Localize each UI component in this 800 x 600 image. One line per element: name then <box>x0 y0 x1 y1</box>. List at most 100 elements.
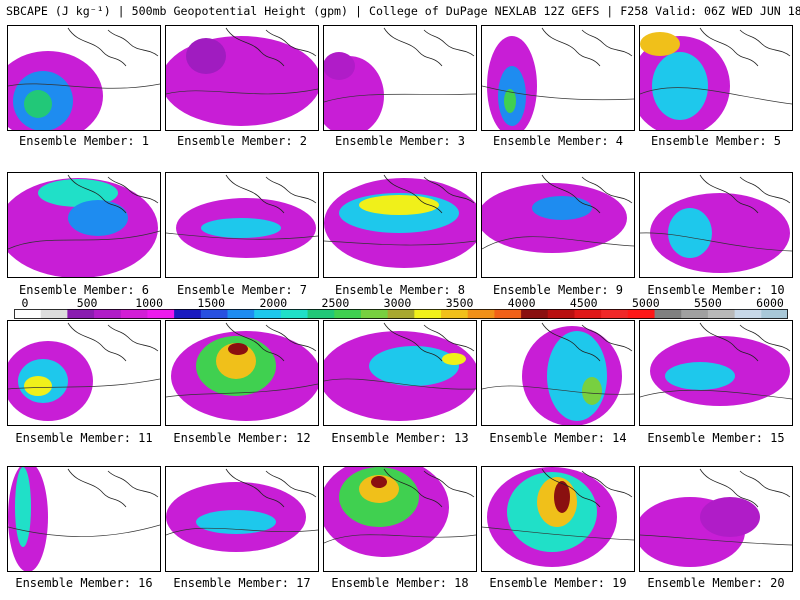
colorbar-tick-label: 6000 <box>756 296 784 310</box>
ensemble-map-panel <box>165 320 319 426</box>
ensemble-map-panel <box>7 466 161 572</box>
cape-field-map <box>8 174 160 277</box>
cape-contour <box>582 377 602 405</box>
ensemble-map-panel <box>323 320 477 426</box>
ensemble-map-panel <box>323 172 477 278</box>
height-contour <box>324 378 476 390</box>
coastline <box>67 468 159 508</box>
colorbar-swatch <box>521 309 549 319</box>
colorbar-swatch <box>120 309 148 319</box>
colorbar-swatch <box>174 309 202 319</box>
cape-field-map <box>166 322 318 421</box>
cape-contour <box>547 331 607 421</box>
ensemble-member-label: Ensemble Member: 13 <box>331 431 469 445</box>
ensemble-map-panel <box>481 320 635 426</box>
coastline <box>225 322 317 362</box>
colorbar-swatch <box>734 309 762 319</box>
cape-field-map <box>166 468 318 552</box>
coastline <box>699 322 791 362</box>
cape-contour <box>640 32 680 56</box>
height-contour <box>8 83 160 89</box>
colorbar-swatch <box>574 309 602 319</box>
ensemble-member-label: Ensemble Member: 20 <box>647 576 785 590</box>
ensemble-member-label: Ensemble Member: 17 <box>173 576 311 590</box>
cape-field-map <box>8 322 160 421</box>
coastline <box>383 322 475 362</box>
height-contour <box>640 389 792 400</box>
ensemble-member-label: Ensemble Member: 7 <box>176 283 308 297</box>
cape-field-map <box>482 467 634 567</box>
colorbar-swatch <box>200 309 229 319</box>
cape-contour <box>68 200 128 236</box>
colorbar-swatch <box>627 309 656 319</box>
height-contour <box>8 524 160 537</box>
cape-field-map <box>166 174 318 258</box>
colorbar-tick-label: 2500 <box>321 296 350 310</box>
coastline <box>383 468 475 508</box>
cape-contour <box>24 376 52 396</box>
cape-contour <box>359 195 439 215</box>
height-contour <box>166 232 318 240</box>
cape-field-map <box>324 27 476 130</box>
colorbar-swatch <box>494 309 522 319</box>
colorbar-swatch <box>441 309 469 319</box>
cape-field-map <box>640 27 792 130</box>
colorbar-tick-label: 4500 <box>569 296 598 310</box>
cape-field-map <box>640 322 792 406</box>
colorbar-swatch <box>654 309 682 319</box>
ensemble-map-panel <box>481 172 635 278</box>
cape-contour <box>324 52 355 80</box>
ensemble-map-panel <box>7 172 161 278</box>
colorbar-tick-label: 4000 <box>507 296 536 310</box>
cape-contour <box>24 90 52 118</box>
colorbar-swatch <box>40 309 68 319</box>
coastline <box>225 468 317 508</box>
colorbar-swatch <box>307 309 335 319</box>
cape-contour <box>369 346 459 386</box>
colorbar-swatch <box>254 309 282 319</box>
ensemble-map-panel <box>639 320 793 426</box>
colorbar-tick-label: 1500 <box>197 296 226 310</box>
height-contour <box>324 240 476 246</box>
height-contour <box>166 88 318 95</box>
cape-field-map <box>8 467 160 571</box>
coastline <box>67 27 159 67</box>
cape-contour <box>652 52 708 120</box>
ensemble-map-panel <box>165 25 319 131</box>
cape-contour <box>186 38 226 74</box>
sbcape-colorbar <box>14 309 788 319</box>
cape-field-map <box>640 174 792 273</box>
coastline <box>699 174 791 214</box>
colorbar-swatch <box>334 309 362 319</box>
colorbar-swatch <box>147 309 175 319</box>
coastline <box>699 468 791 508</box>
cape-field-map <box>482 27 634 130</box>
colorbar-swatch <box>360 309 389 319</box>
ensemble-member-label: Ensemble Member: 10 <box>647 283 785 297</box>
cape-field-map <box>8 27 160 130</box>
ensemble-map-panel <box>165 466 319 572</box>
coastline <box>541 468 633 508</box>
cape-field-map <box>482 174 634 253</box>
colorbar-swatch <box>94 309 122 319</box>
coastline <box>383 174 475 214</box>
ensemble-map-panel <box>639 466 793 572</box>
ensemble-map-panel <box>323 25 477 131</box>
coastline <box>541 322 633 362</box>
colorbar-swatch <box>387 309 415 319</box>
height-contour <box>640 87 792 105</box>
height-contour <box>166 527 318 536</box>
colorbar-swatch <box>681 309 709 319</box>
colorbar-swatch <box>547 309 575 319</box>
height-contour <box>482 85 634 101</box>
cape-contour <box>700 497 760 537</box>
colorbar-swatch <box>467 309 495 319</box>
height-contour <box>166 383 318 398</box>
cape-contour <box>665 362 735 390</box>
colorbar-tick-label: 2000 <box>259 296 288 310</box>
ensemble-member-label: Ensemble Member: 6 <box>18 283 150 297</box>
coastline <box>67 322 159 362</box>
colorbar-tick-label: 1000 <box>135 296 164 310</box>
colorbar-tick-label: 0 <box>21 296 29 310</box>
cape-contour <box>668 208 712 258</box>
